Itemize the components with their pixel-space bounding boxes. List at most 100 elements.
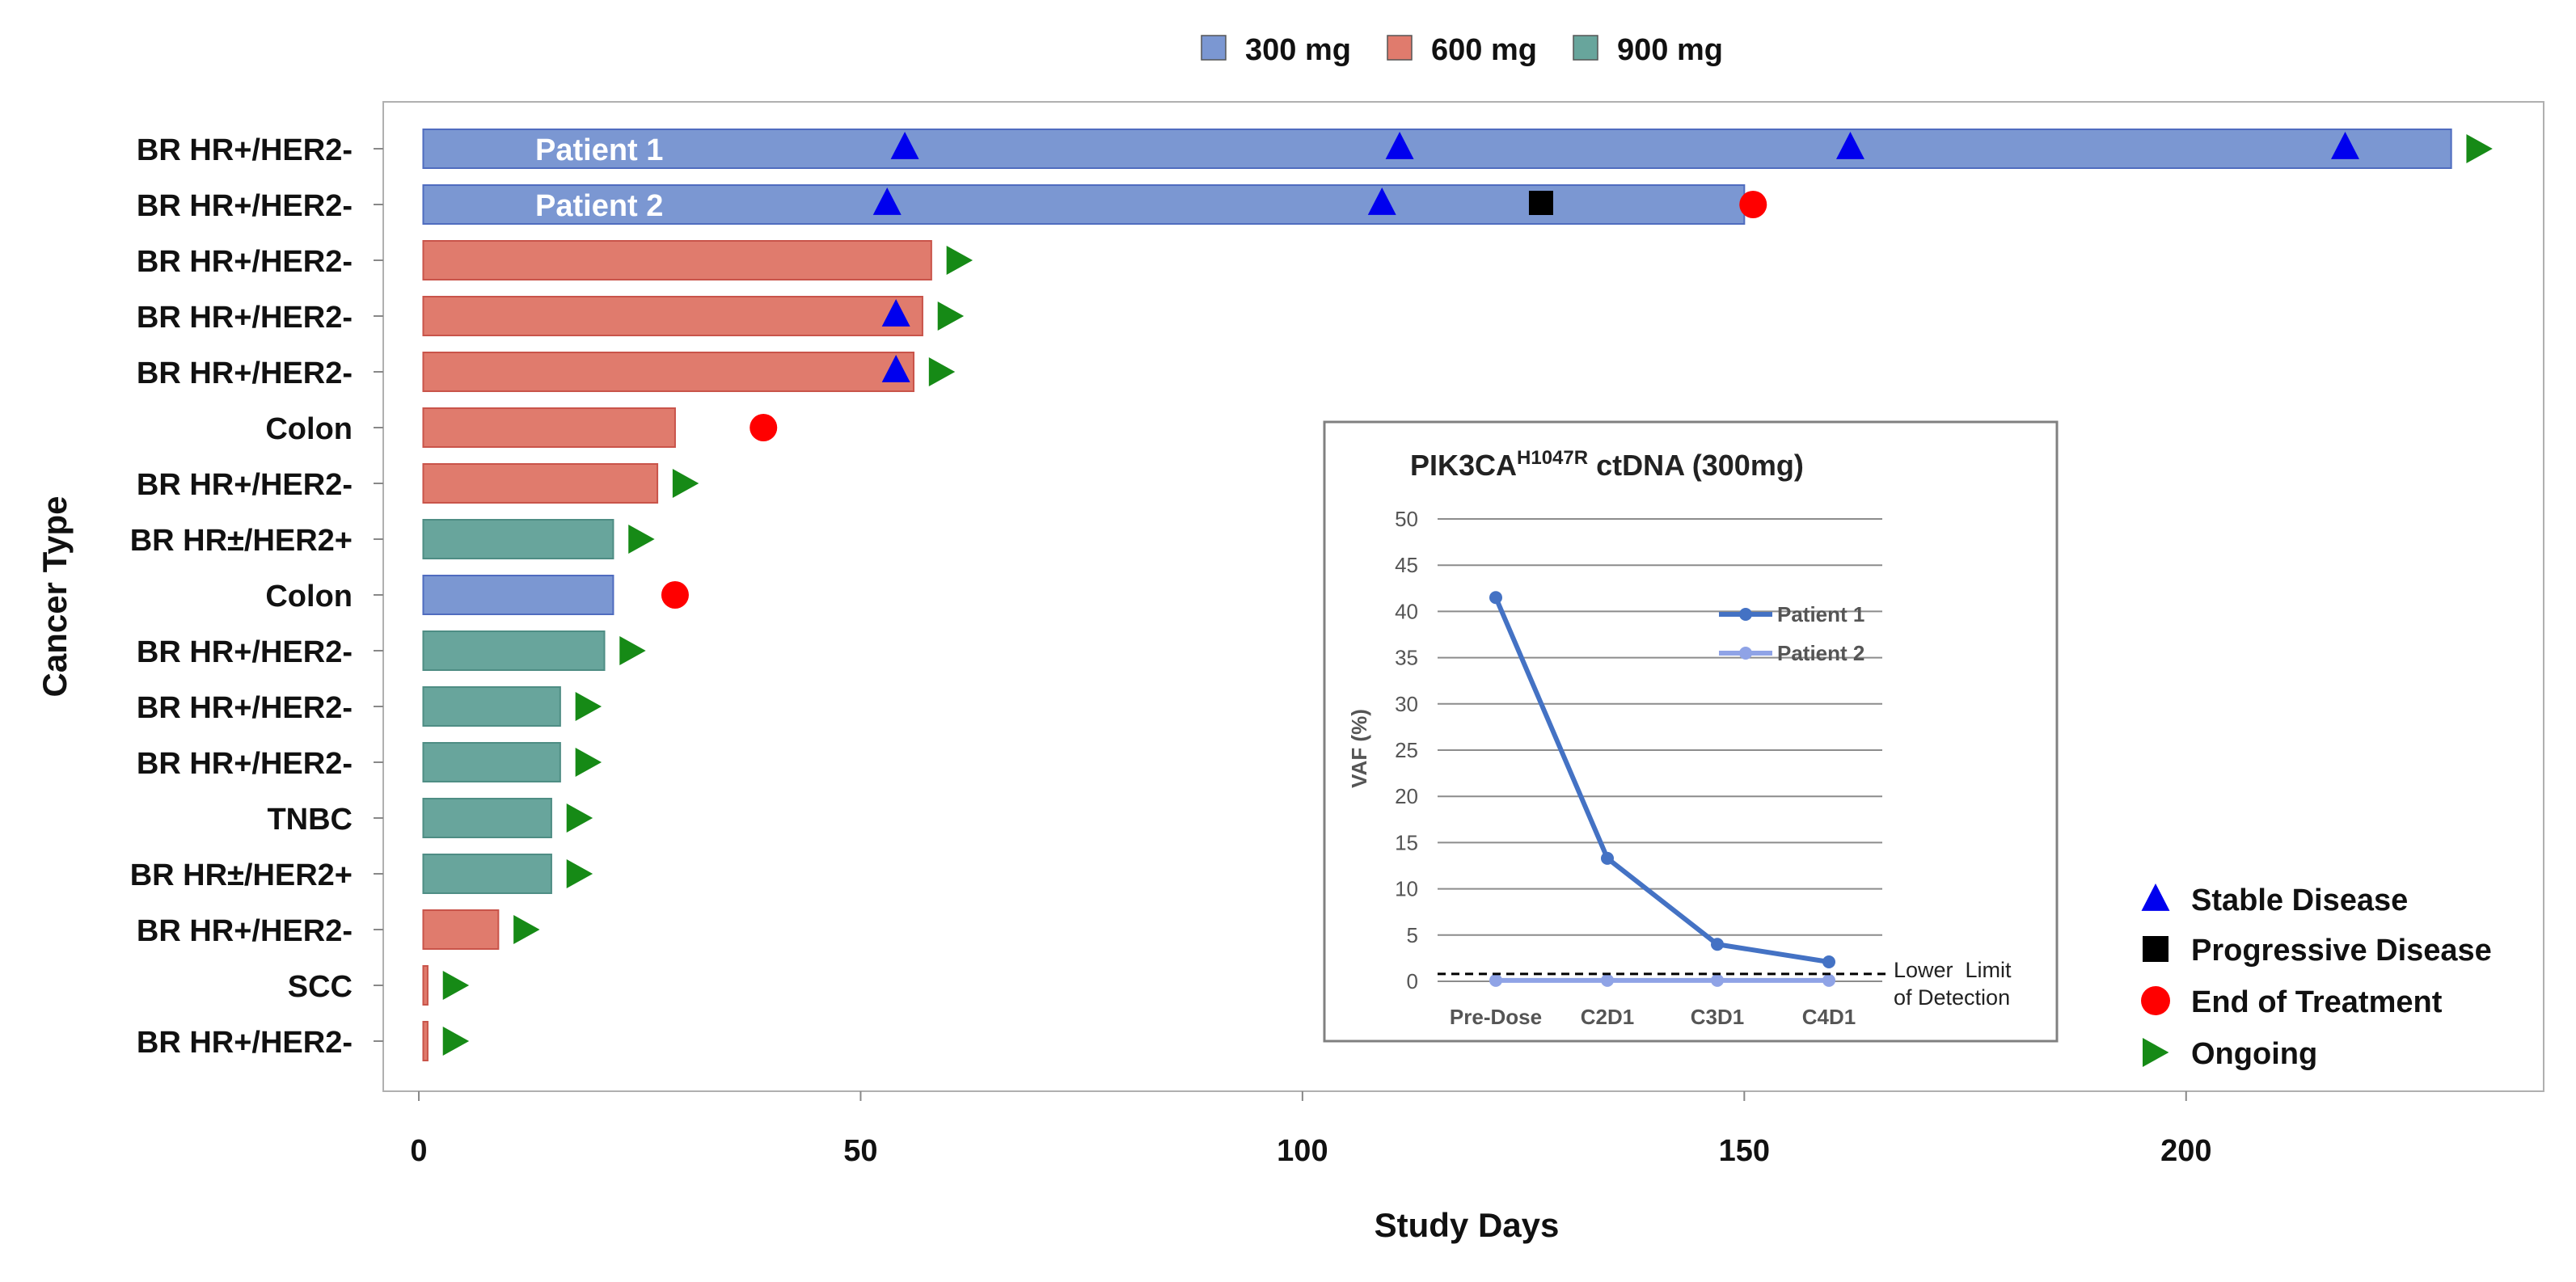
y-tick-label: Colon <box>265 412 353 446</box>
y-tick-label: BR HR+/HER2- <box>137 189 353 223</box>
inset-ctdna-chart: PIK3CAH1047R ctDNA (300mg) 0 5 10 15 20 25 30 3… <box>1323 420 2059 1043</box>
legend-stable-icon <box>2141 883 2170 911</box>
y-tick-label: BR HR+/HER2- <box>137 635 353 669</box>
inset-x-tick-label: C4D1 <box>1802 1005 1856 1029</box>
bar <box>422 854 552 894</box>
inset-point <box>1822 973 1835 987</box>
inset-y-axis-title: VAF (%) <box>1347 709 1371 788</box>
end-of-treatment-marker <box>661 581 689 609</box>
ongoing-marker <box>442 1027 470 1056</box>
x-tick-label: 0 <box>410 1134 427 1168</box>
inset-y-tick-label: 15 <box>1395 830 1418 854</box>
bar <box>422 407 676 448</box>
bar <box>422 686 561 727</box>
inset-point <box>1601 973 1614 987</box>
y-tick-label: SCC <box>288 970 353 1004</box>
inset-frame <box>1323 420 2059 1043</box>
event-legend-label: Progressive Disease <box>2191 934 2492 968</box>
bar <box>422 965 429 1006</box>
event-legend-label: End of Treatment <box>2191 985 2443 1019</box>
stable-disease-marker <box>890 132 919 159</box>
y-tick-label: BR HR+/HER2- <box>137 133 353 167</box>
bar <box>422 798 552 838</box>
inset-title-rest: ctDNA (300mg) <box>1588 449 1804 482</box>
y-tick-label: BR HR+/HER2- <box>137 1026 353 1060</box>
inset-y-tick-label: 10 <box>1395 877 1418 901</box>
y-tick-label: BR HR+/HER2- <box>137 301 353 335</box>
ongoing-marker <box>628 525 655 554</box>
x-tick-label: 200 <box>2160 1134 2211 1168</box>
inset-series-line <box>1493 597 1830 964</box>
inset-point <box>1601 851 1614 865</box>
inset-y-tick-label: 35 <box>1395 646 1418 670</box>
stable-disease-marker <box>881 299 910 327</box>
inset-legend: Patient 1 Patient 2 <box>1719 602 1864 665</box>
inset-title: PIK3CAH1047R ctDNA (300mg) <box>1410 447 1804 482</box>
ongoing-marker <box>672 469 699 498</box>
inset-grid: 0 5 10 15 20 25 30 35 40 45 50 Pre-Dose C2D1 C3D1 C4D1 <box>1395 507 1882 1029</box>
bars-layer: Patient 1 Patient 2 <box>422 129 2452 1061</box>
ongoing-marker <box>928 357 956 386</box>
dose-legend-label: 300 mg <box>1245 33 1351 67</box>
y-tick-label: BR HR+/HER2- <box>137 468 353 502</box>
stable-disease-marker <box>1385 132 1414 159</box>
y-tick-label: Colon <box>265 580 353 614</box>
event-legend-label: Ongoing <box>2191 1037 2317 1071</box>
inset-point <box>1822 955 1835 968</box>
legend-end-icon <box>2141 986 2170 1015</box>
y-tick-label: BR HR±/HER2+ <box>130 858 353 892</box>
bar <box>422 519 614 559</box>
ongoing-marker <box>575 692 602 721</box>
stable-disease-marker <box>881 355 910 382</box>
x-axis-title: Study Days <box>1375 1206 1560 1244</box>
bar <box>422 575 614 615</box>
dose-legend: 300 mg 600 mg 900 mg <box>1201 33 1723 67</box>
inset-y-tick-label: 0 <box>1407 969 1418 993</box>
y-tick-label: BR HR±/HER2+ <box>130 524 353 558</box>
bar <box>422 909 500 950</box>
inset-y-tick-label: 5 <box>1407 923 1418 947</box>
inset-point <box>1489 973 1502 987</box>
dose-legend-swatch <box>1201 35 1227 61</box>
y-tick-label: TNBC <box>267 803 353 837</box>
inset-y-tick-label: 30 <box>1395 692 1418 716</box>
inset-point <box>1711 973 1724 987</box>
ongoing-marker <box>937 302 965 331</box>
legend-ongoing-icon <box>2143 1038 2169 1067</box>
ongoing-marker <box>442 971 470 1000</box>
bar-label: Patient 1 <box>535 133 663 167</box>
dose-legend-swatch <box>1387 35 1413 61</box>
inset-lines <box>1489 591 1835 987</box>
bar <box>422 129 2452 169</box>
end-of-treatment-marker <box>1739 191 1767 218</box>
stable-disease-marker <box>872 188 902 215</box>
inset-y-tick-label: 25 <box>1395 738 1418 762</box>
inset-point <box>1711 938 1724 951</box>
y-axis-title: Cancer Type <box>36 496 74 698</box>
inset-y-tick-label: 45 <box>1395 553 1418 577</box>
ongoing-marker <box>513 915 540 944</box>
ongoing-marker <box>619 636 646 665</box>
inset-point <box>1489 591 1502 605</box>
x-tick-label: 150 <box>1719 1134 1770 1168</box>
ongoing-marker <box>566 803 593 833</box>
stable-disease-marker <box>1835 132 1864 159</box>
y-tick-label: BR HR+/HER2- <box>137 691 353 725</box>
lod-label-line1: Lower Limit <box>1894 958 2012 982</box>
bar <box>422 184 1746 225</box>
y-tick-label: BR HR+/HER2- <box>137 356 353 390</box>
bar <box>422 240 932 280</box>
x-tick-label: 50 <box>843 1134 877 1168</box>
lod-label-line2: of Detection <box>1894 985 2010 1010</box>
inset-x-tick-label: C3D1 <box>1691 1005 1744 1029</box>
bar <box>422 463 659 504</box>
stable-disease-marker <box>2331 132 2359 159</box>
bar-label: Patient 2 <box>535 189 663 223</box>
ongoing-marker <box>2466 134 2493 163</box>
stable-disease-marker <box>1367 188 1396 215</box>
inset-title-main: PIK3CA <box>1410 449 1517 482</box>
dose-legend-label: 600 mg <box>1431 33 1537 67</box>
ongoing-marker <box>946 246 973 275</box>
ongoing-marker <box>566 859 593 888</box>
